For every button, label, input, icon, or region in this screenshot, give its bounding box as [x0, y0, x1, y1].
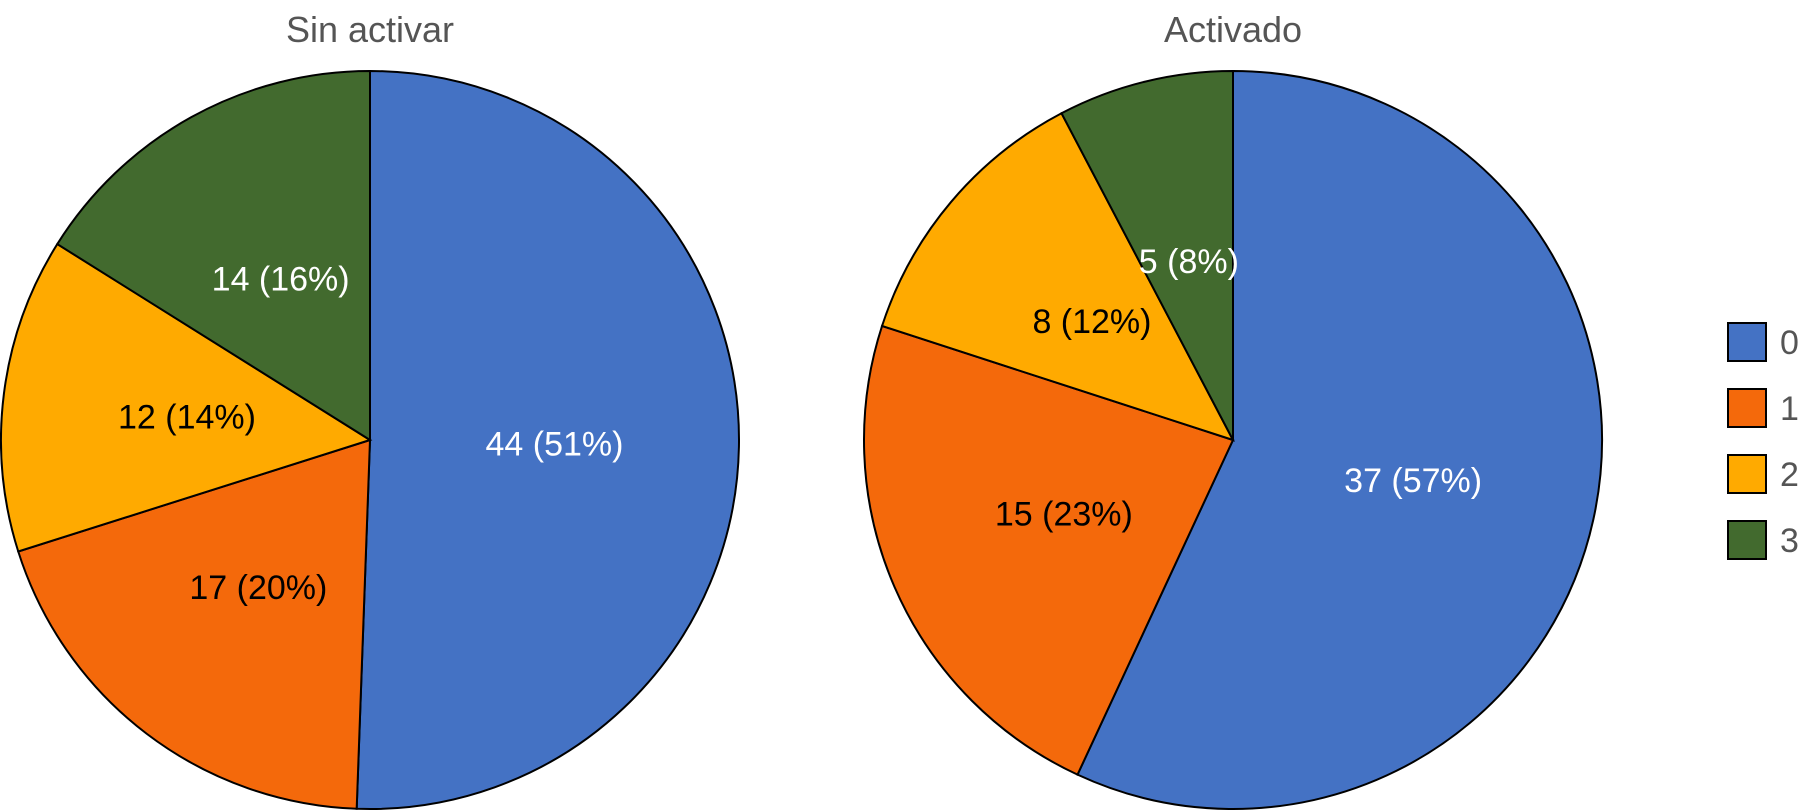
- legend-label-1: 1: [1780, 390, 1799, 428]
- legend-swatch-0: [1727, 322, 1767, 362]
- pie-slice-0: [1076, 69, 1603, 810]
- legend-label-3: 3: [1780, 522, 1799, 560]
- slice-data-label-1: 17 (20%): [189, 569, 327, 607]
- legend-label-0: 0: [1780, 324, 1799, 362]
- pie-slice-3: [55, 69, 371, 442]
- pie-chart-activado: 37 (57%) 15 (23%) 8 (12%) 5 (8%) Activado: [863, 9, 1603, 810]
- pie-chart-sin-activar: 44 (51%) 17 (20%) 12 (14%) 14 (16%) Sin acti…: [0, 9, 740, 810]
- slice-data-label-0: 44 (51%): [485, 425, 623, 463]
- slice-data-label-0: 37 (57%): [1344, 462, 1482, 500]
- pie-slice-3: [1060, 69, 1234, 441]
- slice-data-label-3: 5 (8%): [1139, 243, 1239, 281]
- legend: 0 1 2 3: [1727, 322, 1799, 560]
- pie-slice-2: [880, 111, 1236, 442]
- pie-slice-0: [355, 69, 740, 810]
- pie-slice-1: [863, 324, 1235, 776]
- slice-data-label-2: 12 (14%): [118, 399, 256, 437]
- legend-swatch-1: [1727, 388, 1767, 428]
- slice-data-label-3: 14 (16%): [212, 261, 350, 299]
- chart-title-activado: Activado: [1164, 9, 1302, 50]
- slice-data-label-1: 15 (23%): [995, 496, 1133, 534]
- pie-slice-1: [16, 438, 372, 810]
- chart-title-sin-activar: Sin activar: [286, 9, 454, 50]
- pie-slice-2: [0, 242, 373, 553]
- legend-label-2: 2: [1780, 456, 1799, 494]
- slice-data-label-2: 8 (12%): [1032, 303, 1151, 341]
- legend-swatch-3: [1727, 520, 1767, 560]
- legend-swatch-2: [1727, 454, 1767, 494]
